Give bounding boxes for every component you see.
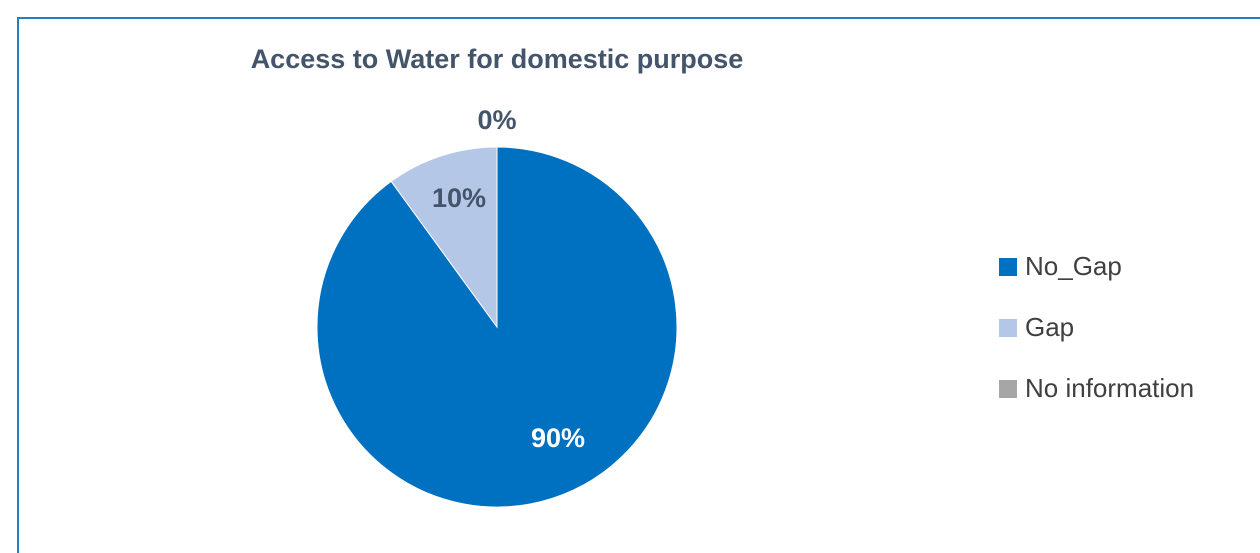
legend-swatch-no-gap xyxy=(999,257,1017,276)
legend-item-no-gap[interactable]: No_Gap xyxy=(999,248,1260,285)
legend-item-gap[interactable]: Gap xyxy=(999,309,1260,346)
data-label-gap: 10% xyxy=(432,183,486,213)
legend-swatch-gap xyxy=(999,318,1017,337)
pie-data-labels: 90% 10% 0% xyxy=(432,105,585,453)
data-label-no-gap: 90% xyxy=(531,423,585,453)
legend-swatch-no-information xyxy=(999,379,1017,398)
legend-label-no-gap: No_Gap xyxy=(1025,251,1122,281)
legend-label-no-information: No information xyxy=(1025,373,1195,403)
pie-slice-gap[interactable] xyxy=(390,146,498,329)
data-label-no-information: 0% xyxy=(477,105,516,135)
legend-item-no-information[interactable]: No information xyxy=(999,370,1260,407)
legend: No_Gap Gap No information xyxy=(999,248,1260,431)
pie-slices xyxy=(316,146,678,508)
legend-label-gap: Gap xyxy=(1025,312,1075,342)
chart-title: Access to Water for domestic purpose xyxy=(250,44,744,74)
